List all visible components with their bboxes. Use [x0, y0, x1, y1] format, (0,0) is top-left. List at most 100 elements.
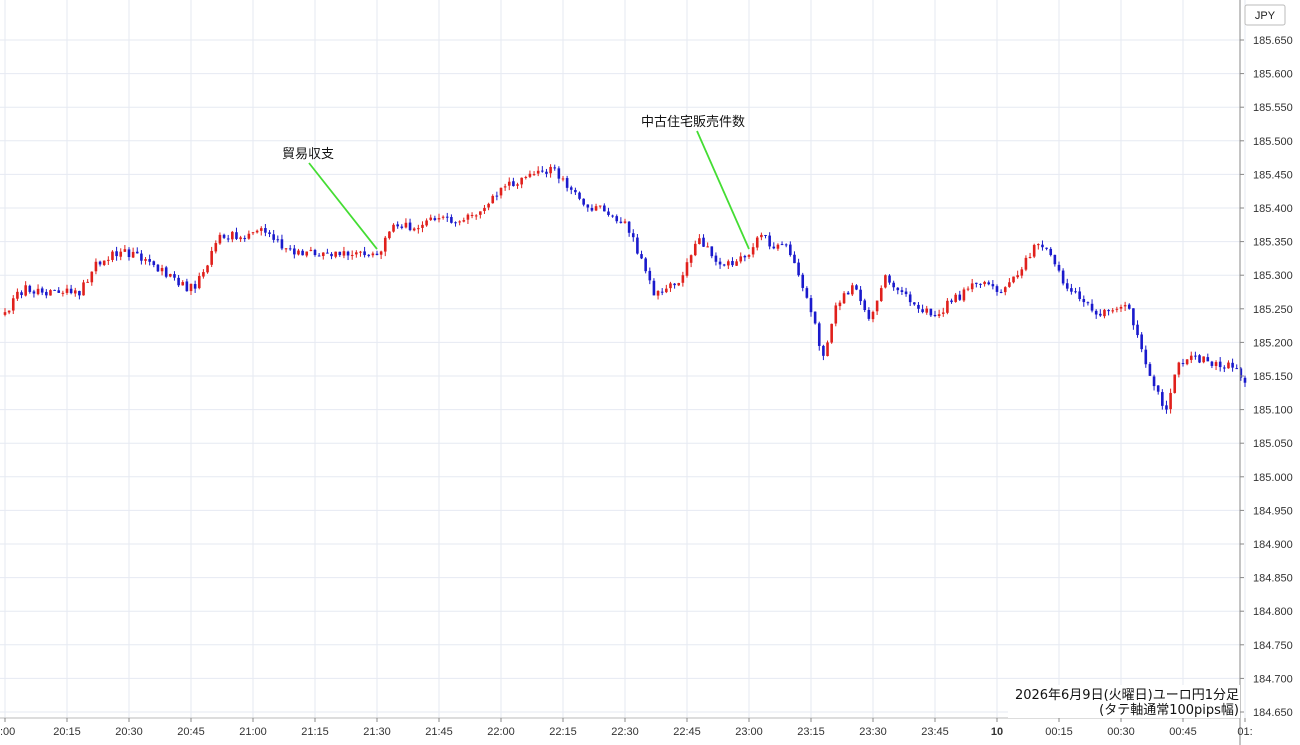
- candle-body: [1115, 308, 1119, 310]
- candle-body: [479, 211, 482, 215]
- y-tick-label: 185.150: [1253, 371, 1293, 383]
- candle-body: [226, 238, 230, 240]
- candle-body: [772, 246, 776, 249]
- annotation-line: [696, 130, 750, 250]
- annotation-label: 中古住宅販売件数: [641, 114, 745, 130]
- y-tick-label: 185.000: [1253, 472, 1293, 484]
- candle-body: [276, 239, 280, 241]
- x-tick-label: 21:45: [425, 726, 453, 738]
- candle-body: [1078, 291, 1081, 300]
- candle-body: [760, 234, 763, 238]
- candle-body: [1243, 377, 1247, 383]
- candle-body: [1107, 310, 1110, 312]
- candle-body: [640, 254, 643, 259]
- candle-body: [98, 261, 102, 265]
- candle-body: [1003, 287, 1007, 293]
- candle-body: [119, 251, 123, 257]
- candles: [3, 164, 1247, 414]
- candle-body: [1185, 359, 1189, 365]
- candle-body: [842, 293, 846, 304]
- candle-body: [73, 290, 77, 294]
- candle-body: [693, 243, 697, 256]
- candle-body: [214, 243, 218, 252]
- candle-body: [454, 222, 457, 224]
- candle-body: [1202, 356, 1205, 363]
- candle-body: [727, 261, 730, 266]
- y-tick-label: 185.100: [1253, 405, 1293, 417]
- candle-body: [11, 298, 15, 311]
- candle-body: [884, 275, 887, 288]
- candle-body: [20, 292, 23, 296]
- candle-body: [776, 244, 780, 249]
- candle-body: [665, 288, 668, 293]
- candle-body: [404, 222, 408, 228]
- candle-body: [731, 261, 734, 266]
- candle-body: [851, 285, 854, 295]
- candle-body: [1008, 282, 1011, 287]
- y-tick-label: 185.450: [1253, 169, 1293, 181]
- candle-body: [355, 252, 358, 255]
- candle-body: [189, 283, 193, 292]
- candle-body: [1045, 247, 1048, 249]
- candle-body: [995, 286, 999, 292]
- candle-body: [177, 277, 180, 286]
- candle-body: [495, 195, 499, 197]
- candle-body: [1218, 361, 1222, 368]
- candle-body: [16, 291, 19, 299]
- candle-body: [979, 283, 982, 285]
- x-axis: :00 20:15 20:30 20:45 21:00 21:15 21:30 21:45 22…: [0, 718, 1253, 738]
- candle-body: [470, 214, 474, 216]
- candle-body: [1132, 308, 1135, 326]
- x-tick-label: 22:30: [611, 726, 639, 738]
- candle-body: [987, 282, 991, 285]
- candle-body: [45, 291, 48, 296]
- candle-body: [185, 281, 189, 292]
- x-tick-label: 00:30: [1107, 726, 1135, 738]
- candle-body: [1189, 355, 1193, 360]
- x-tick-label: 22:45: [673, 726, 701, 738]
- y-tick-label: 185.250: [1253, 304, 1293, 316]
- candle-body: [1127, 304, 1131, 309]
- candle-body: [789, 244, 792, 256]
- candle-body: [94, 261, 98, 272]
- candle-body: [673, 283, 676, 286]
- candle-body: [1223, 367, 1226, 369]
- candle-body: [36, 288, 40, 295]
- candle-body: [61, 292, 65, 294]
- candle-body: [1057, 264, 1061, 271]
- candle-body: [65, 288, 69, 293]
- chart-title: 2026年6月9日(火曜日)ユーロ円1分足: [1015, 688, 1239, 703]
- candle-body: [202, 272, 205, 277]
- candle-body: [846, 292, 850, 295]
- candle-body: [855, 285, 858, 290]
- candle-body: [867, 310, 871, 319]
- x-tick-label: 21:00: [239, 726, 267, 738]
- candle-body: [710, 246, 714, 257]
- candle-body: [272, 234, 275, 240]
- candle-body: [908, 294, 912, 303]
- candle-body: [1016, 275, 1019, 278]
- candle-body: [652, 280, 656, 296]
- candle-body: [1028, 256, 1032, 258]
- candle-body: [1231, 362, 1234, 368]
- candle-body: [598, 205, 602, 207]
- y-tick-label: 184.950: [1253, 505, 1293, 517]
- candle-body: [834, 305, 838, 324]
- x-tick-label: 20:30: [115, 726, 143, 738]
- candle-body: [611, 215, 614, 217]
- y-tick-label: 185.600: [1253, 69, 1293, 81]
- candle-body: [173, 274, 176, 278]
- candle-body: [135, 251, 139, 254]
- candle-body: [516, 184, 519, 186]
- candle-body: [53, 289, 56, 291]
- y-tick-label: 184.700: [1253, 673, 1293, 685]
- candle-body: [1020, 269, 1024, 276]
- candle-body: [582, 198, 585, 205]
- candle-body: [280, 239, 284, 249]
- candle-body: [1012, 276, 1015, 283]
- y-tick-label: 184.650: [1253, 707, 1293, 719]
- x-tick-label: 23:45: [921, 726, 949, 738]
- candle-body: [107, 259, 110, 261]
- annotation-label: 貿易収支: [282, 147, 334, 162]
- y-tick-label: 185.300: [1253, 270, 1293, 282]
